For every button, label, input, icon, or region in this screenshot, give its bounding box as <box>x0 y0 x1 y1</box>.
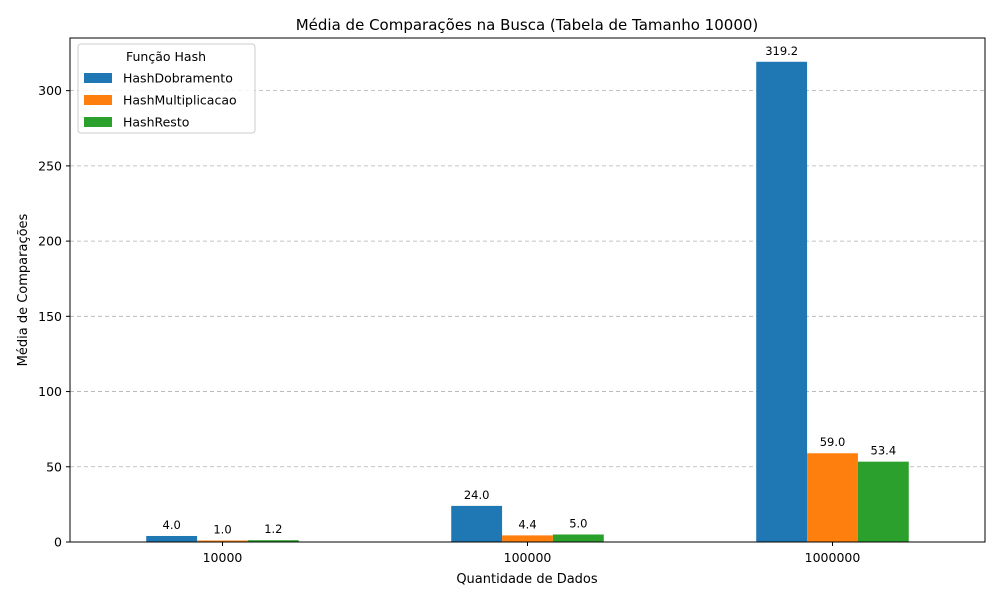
data-label: 59.0 <box>820 435 846 449</box>
x-tick-label: 1000000 <box>805 550 861 565</box>
y-tick-label: 200 <box>38 234 62 249</box>
data-label: 5.0 <box>569 516 587 530</box>
x-axis-label: Quantidade de Dados <box>456 572 598 587</box>
bar <box>247 540 299 542</box>
y-axis: 0 50 100 150 200 250 300 <box>38 83 70 550</box>
bar <box>502 535 553 542</box>
data-labels: 4.0 24.0 319.2 1.0 4.4 59.0 1.2 5.0 53.4 <box>163 44 897 537</box>
bar <box>807 453 858 542</box>
legend-swatch <box>84 95 112 105</box>
y-tick-label: 300 <box>38 83 62 98</box>
bar <box>451 505 503 542</box>
x-axis: 10000 100000 1000000 <box>203 542 861 565</box>
bars <box>146 61 909 542</box>
data-label: 1.0 <box>213 522 231 536</box>
bar <box>197 540 248 542</box>
y-tick-label: 100 <box>38 384 62 399</box>
legend: Função Hash HashDobramento HashMultiplica… <box>77 43 256 134</box>
x-tick-label: 100000 <box>504 550 552 565</box>
bar <box>857 461 909 542</box>
legend-entry: HashResto <box>123 115 189 130</box>
x-tick-label: 10000 <box>203 550 243 565</box>
legend-swatch <box>84 117 112 127</box>
data-label: 319.2 <box>765 44 798 58</box>
bar <box>552 534 604 542</box>
data-label: 24.0 <box>464 488 490 502</box>
data-label: 53.4 <box>871 444 897 458</box>
bar <box>146 535 198 542</box>
legend-title: Função Hash <box>126 49 206 64</box>
legend-box <box>77 43 256 134</box>
legend-swatch <box>84 73 112 83</box>
y-axis-label: Média de Comparações <box>16 213 31 366</box>
y-tick-label: 150 <box>38 309 62 324</box>
bar <box>756 61 808 542</box>
data-label: 4.4 <box>518 517 536 531</box>
y-tick-label: 250 <box>38 158 62 173</box>
chart-title: Média de Comparações na Busca (Tabela de… <box>296 16 759 34</box>
data-label: 4.0 <box>163 518 181 532</box>
legend-entry: HashMultiplicacao <box>123 93 237 108</box>
legend-entry: HashDobramento <box>123 71 233 86</box>
data-label: 1.2 <box>264 522 282 536</box>
y-tick-label: 50 <box>46 459 62 474</box>
y-tick-label: 0 <box>54 535 62 550</box>
